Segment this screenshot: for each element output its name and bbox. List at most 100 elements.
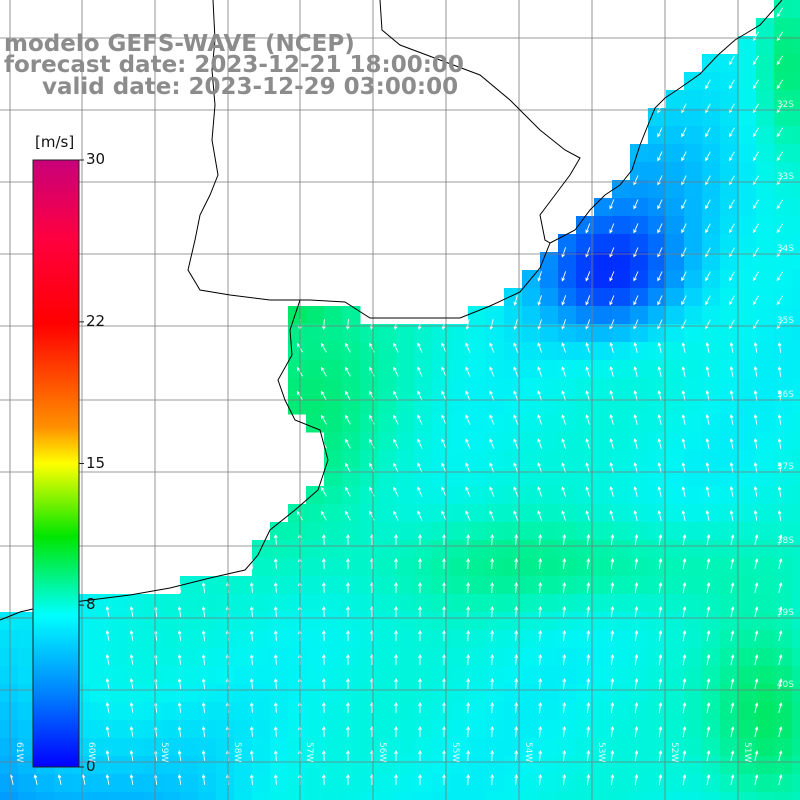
speed-cell [702,756,721,775]
speed-cell [396,792,415,800]
speed-cell [792,594,800,613]
speed-cell [576,504,595,523]
speed-cell [612,648,631,667]
speed-cell [774,774,793,793]
speed-cell [198,630,217,649]
speed-cell [594,216,613,235]
wind-arrow [538,654,543,666]
wind-arrow [706,606,711,617]
speed-cell [684,576,703,595]
wind-arrow [538,606,543,618]
wind-arrow [345,534,350,546]
speed-cell [378,648,397,667]
speed-cell [774,270,793,289]
wind-arrow [393,438,399,449]
speed-cell [702,306,721,325]
speed-cell [738,468,757,487]
longitude-label: 57W [304,742,314,763]
speed-cell [522,288,541,307]
speed-cell [324,576,343,595]
speed-cell [792,306,800,325]
wind-arrow [754,654,759,665]
speed-cell [324,774,343,793]
wind-arrow [752,223,759,234]
speed-cell [522,324,541,343]
wind-arrow [729,199,735,210]
speed-cell [432,414,451,433]
speed-cell [234,594,253,613]
speed-cell [306,594,325,613]
speed-cell [756,666,775,685]
wind-arrow [586,606,591,618]
speed-cell [270,684,289,703]
wind-arrow [418,750,422,762]
wind-arrow [729,223,735,234]
speed-cell [288,576,307,595]
speed-cell [108,630,127,649]
speed-cell [720,612,739,631]
speed-cell [198,756,217,775]
speed-cell [486,306,505,325]
wind-arrow [177,606,182,618]
wind-arrow [752,55,759,66]
speed-cell [774,342,793,361]
speed-cell [738,216,757,235]
wind-arrow [249,654,254,666]
wind-arrow [752,295,759,306]
wind-arrow [609,271,615,282]
speed-cell [684,468,703,487]
wind-arrow [586,558,591,570]
speed-cell [216,612,235,631]
speed-cell [18,630,37,649]
speed-cell [36,792,55,800]
speed-cell [90,792,109,800]
speed-cell [414,594,433,613]
speed-cell [288,558,307,577]
speed-cell [756,288,775,307]
speed-cell [756,252,775,271]
wind-arrow [514,606,519,618]
wind-arrow [682,750,687,762]
speed-cell [540,432,559,451]
speed-cell [432,630,451,649]
speed-cell [666,684,685,703]
speed-cell [432,450,451,469]
speed-cell [576,360,595,379]
wind-arrow [129,678,134,690]
speed-cell [594,270,613,289]
speed-cell [0,774,19,793]
wind-arrow [129,774,134,786]
wind-arrow [538,582,543,594]
speed-cell [648,792,667,800]
speed-cell [648,540,667,559]
wind-arrow [633,510,638,521]
speed-cell [468,450,487,469]
speed-cell [648,702,667,721]
speed-cell [756,72,775,91]
wind-arrow [610,606,615,618]
speed-cell [270,774,289,793]
speed-cell [234,648,253,667]
speed-cell [792,522,800,541]
wind-arrow [609,319,615,330]
wind-arrow [465,462,471,473]
speed-cell [324,414,343,433]
speed-cell [576,774,595,793]
wind-arrow [562,726,567,738]
speed-cell [594,198,613,217]
speed-cell [270,756,289,775]
speed-cell [0,666,19,685]
speed-cell [594,792,613,800]
wind-arrow [105,726,110,737]
speed-cell [504,306,523,325]
speed-cell [108,612,127,631]
wind-arrow [585,342,590,353]
speed-cell [720,504,739,523]
speed-cell [360,684,379,703]
speed-cell [522,684,541,703]
speed-cell [522,396,541,415]
speed-cell [756,702,775,721]
speed-cell [252,594,271,613]
speed-cell [378,414,397,433]
speed-cell [468,486,487,505]
